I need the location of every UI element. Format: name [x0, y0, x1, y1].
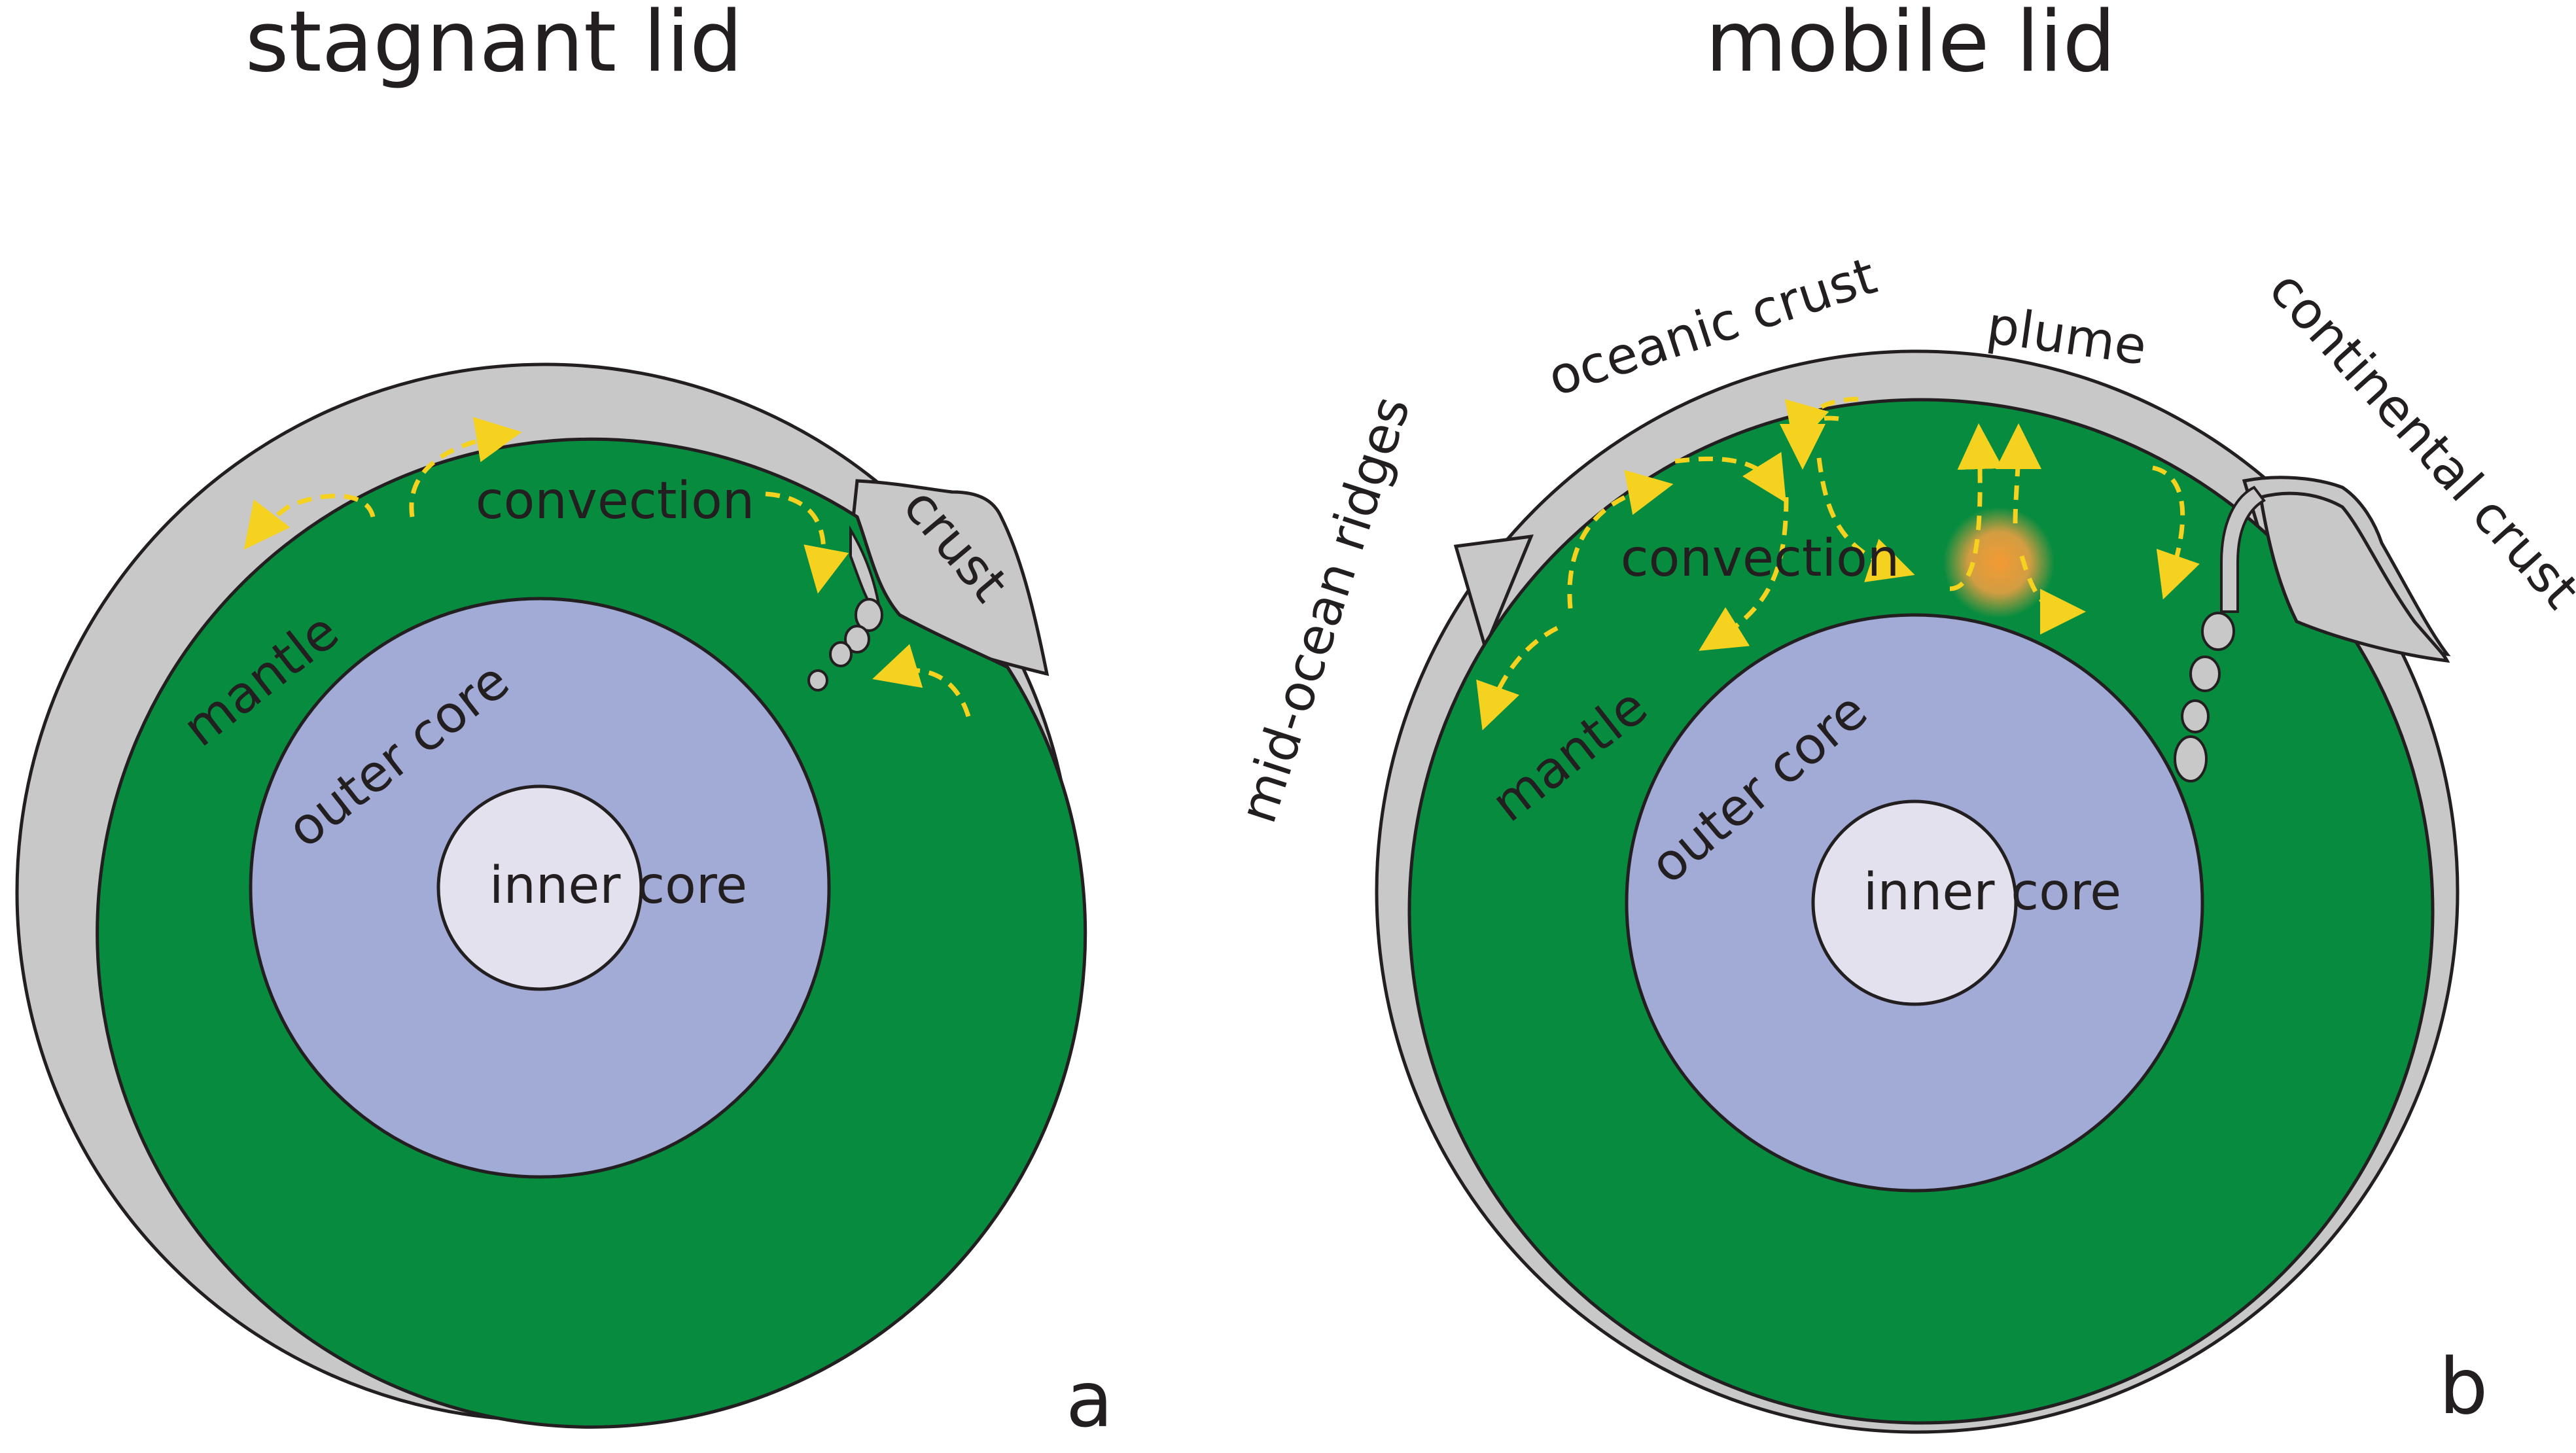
panel-b-convection-arrow: [1674, 451, 1786, 503]
panel-a-inner-core-label: inner core: [489, 856, 747, 915]
panel-b-slab-blob: [2174, 735, 2208, 782]
panel-b-inner-core-label: inner core: [1863, 863, 2121, 922]
panel-a-inner-core: [436, 784, 643, 991]
panel-a-letter: a: [1066, 1354, 1113, 1444]
panel-b-letter: b: [2439, 1341, 2488, 1431]
panel-b-continental-root: [2259, 491, 2450, 663]
panel-b-title: mobile lid: [1705, 0, 2115, 91]
panel-a-convection-label: convection: [476, 472, 755, 531]
panel-b-subducting-slab: [2220, 485, 2266, 613]
panel-b-convection-arrow: [1699, 497, 1789, 651]
panel-a-convection-arrow: [243, 493, 376, 550]
panel-b-convection-arrow: [1816, 457, 1915, 582]
panel-b-convection-label: convection: [1621, 529, 1900, 588]
panel-a-convection-arrow: [872, 644, 971, 718]
panel-b-ridge-spike: [1453, 534, 1534, 653]
panel-b-convection-arrow: [1949, 423, 2003, 591]
panel-a-crust-blob: [807, 669, 828, 691]
panel-b-convection-arrow: [2152, 465, 2200, 600]
panel-b-slab-blob: [2181, 699, 2210, 733]
panel-a-convection-arrow: [409, 417, 522, 517]
panel-b-convection-arrow: [2019, 555, 2086, 635]
panel-b-convection-arrow: [1784, 396, 1859, 449]
panel-a-crust-blob: [829, 641, 853, 667]
panel-a-convection-arrow: [765, 491, 849, 594]
panel-a-crust-blob: [855, 598, 883, 632]
panel-b-slab-blob: [2189, 656, 2221, 692]
panel-a-crust-blob: [844, 625, 870, 654]
panel-b-slab-blob: [2201, 612, 2235, 651]
panel-b-inner-core: [1811, 799, 2018, 1006]
panel-a-title: stagnant lid: [245, 0, 743, 91]
panel-b-convection-arrow: [1476, 625, 1559, 731]
panel-b-convection-arrow: [1995, 423, 2041, 524]
panel-b-plume: [1943, 507, 2055, 618]
panel-b-convection-arrow: [1567, 470, 1674, 609]
panel-b: mobile lid conve: [1229, 0, 2576, 1434]
panel-a: stagnant lid convection crust mantle out…: [15, 0, 1113, 1444]
